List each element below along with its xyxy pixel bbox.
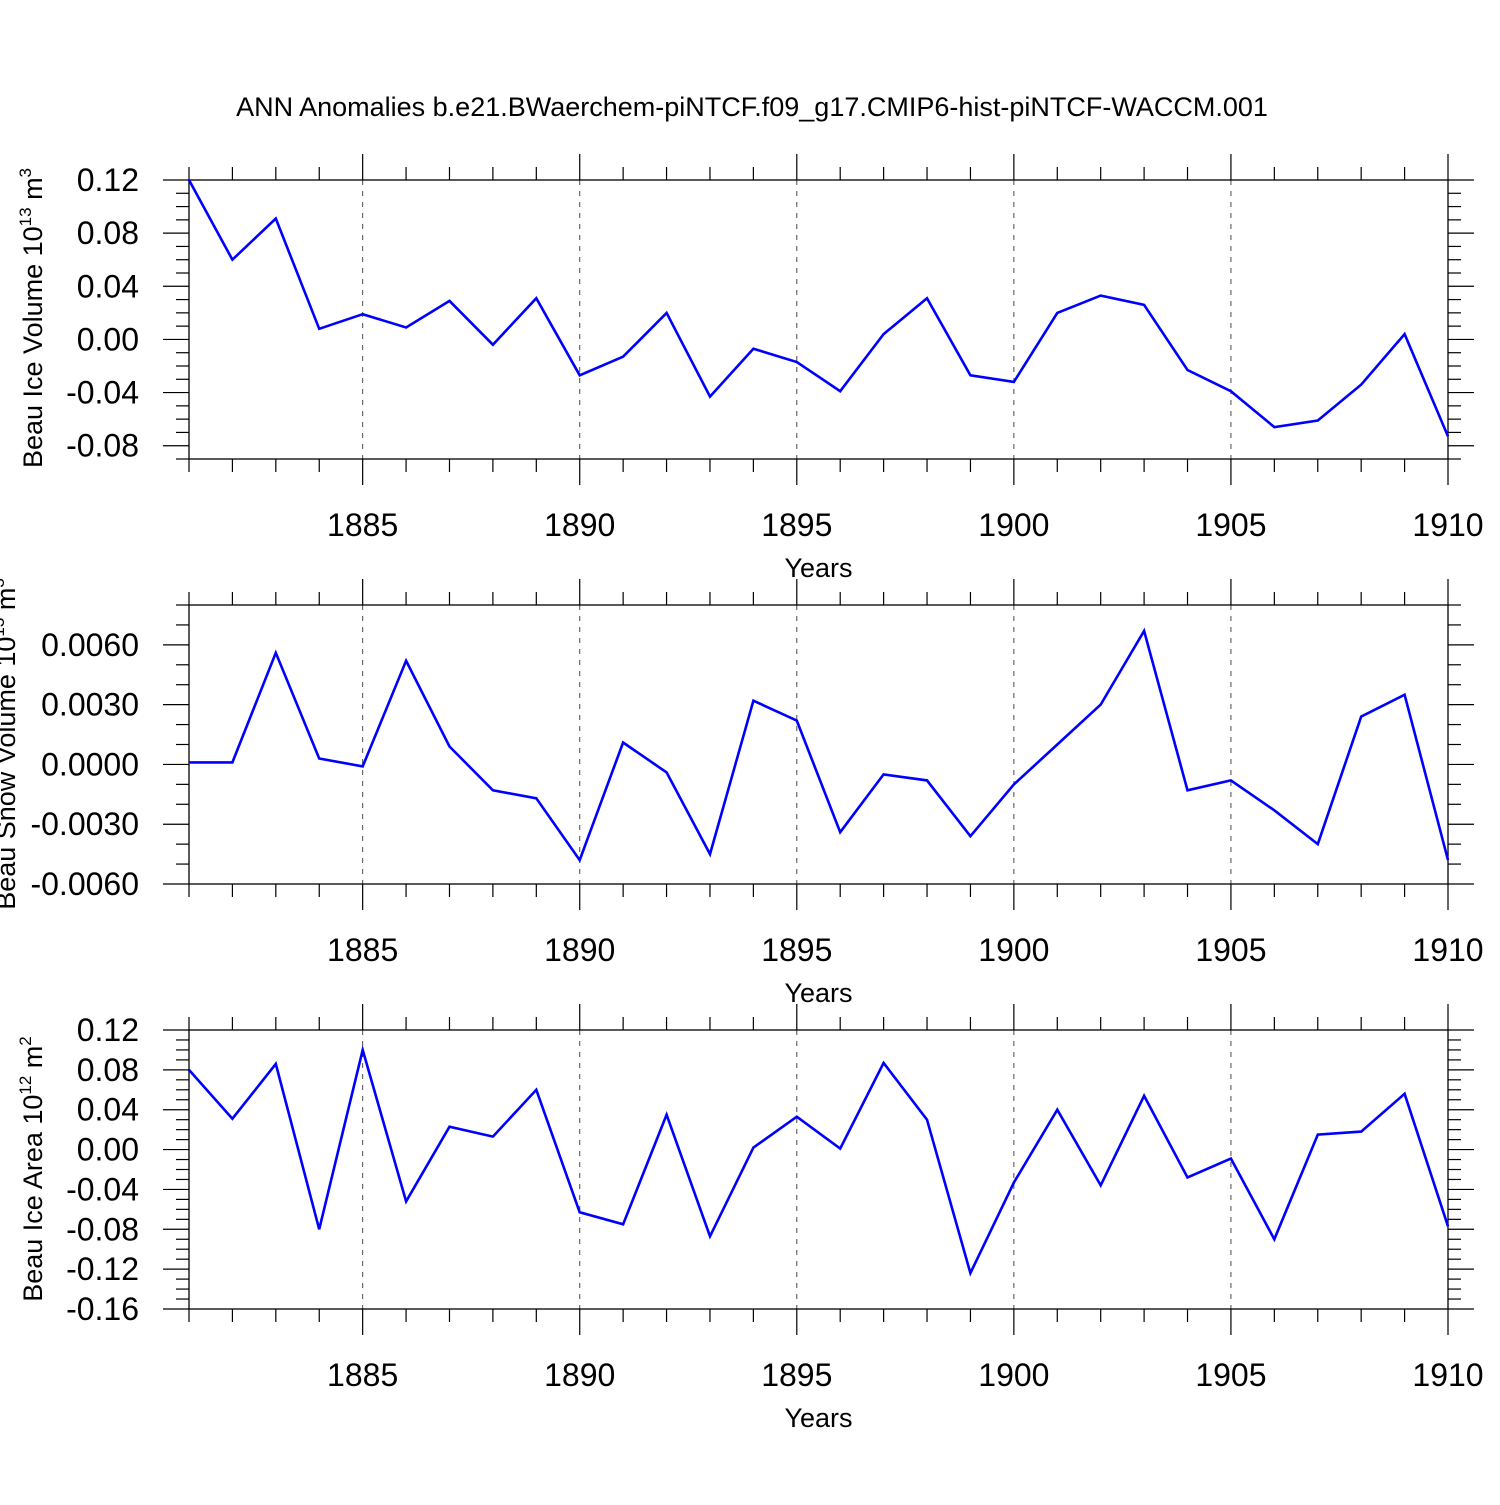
y-tick-label: 0.12 xyxy=(77,162,139,198)
plot-frame xyxy=(188,604,1449,885)
x-tick-label: 1900 xyxy=(978,932,1049,968)
y-tick-label: -0.04 xyxy=(66,1171,139,1207)
y-tick-label: -0.04 xyxy=(66,375,139,411)
x-tick-label: 1900 xyxy=(978,507,1049,543)
y-tick-label: 0.08 xyxy=(77,1052,139,1088)
x-tick-label: 1910 xyxy=(1412,932,1483,968)
y-tick-label: -0.16 xyxy=(66,1291,139,1327)
figure-title: ANN Anomalies b.e21.BWaerchem-piNTCF.f09… xyxy=(236,92,1268,122)
y-tick-label: 0.00 xyxy=(77,321,139,357)
x-tick-label: 1895 xyxy=(761,507,832,543)
plot-frame xyxy=(188,179,1449,460)
x-axis-title: Years xyxy=(784,978,852,1008)
y-axis-title: Beau Ice Area 1012 m2 xyxy=(16,1036,48,1302)
x-tick-label: 1910 xyxy=(1412,1357,1483,1393)
x-tick-label: 1900 xyxy=(978,1357,1049,1393)
y-tick-label: 0.0030 xyxy=(41,687,139,723)
x-tick-label: 1905 xyxy=(1195,507,1266,543)
x-tick-label: 1890 xyxy=(544,1357,615,1393)
x-tick-label: 1910 xyxy=(1412,507,1483,543)
series-line xyxy=(189,627,1450,863)
x-tick-label: 1885 xyxy=(327,932,398,968)
y-axis-title: Beau Snow Volume 1013 m3 xyxy=(0,578,21,910)
series-line xyxy=(187,179,1450,437)
x-tick-label: 1905 xyxy=(1195,932,1266,968)
y-tick-label: 0.04 xyxy=(77,268,139,304)
y-axis-title: Beau Ice Volume 1013 m3 xyxy=(16,168,48,468)
panel-2: -0.0060 -0.0030 0.0000 0.0030 0.0060 1885 1890… xyxy=(0,578,1484,1008)
x-tick-label: 1905 xyxy=(1195,1357,1266,1393)
panel-3: -0.16 -0.12 -0.08 -0.040.00 0.04 0.08 0.12 1885… xyxy=(16,1004,1484,1433)
y-tick-label: -0.12 xyxy=(66,1251,139,1287)
y-tick-label: -0.08 xyxy=(66,428,139,464)
x-tick-label: 1890 xyxy=(544,507,615,543)
y-tick-label: 0.04 xyxy=(77,1092,139,1128)
y-tick-label: -0.08 xyxy=(66,1211,139,1247)
panel-1: -0.08 -0.04 0.00 0.04 0.08 0.12 1885 1890 1895 19… xyxy=(16,154,1484,583)
x-tick-label: 1885 xyxy=(327,1357,398,1393)
y-tick-label: -0.0030 xyxy=(30,806,139,842)
y-tick-label: -0.0060 xyxy=(30,866,139,902)
plot-frame xyxy=(188,1029,1449,1310)
y-tick-label: 0.00 xyxy=(77,1132,139,1168)
y-tick-label: 0.08 xyxy=(77,215,139,251)
x-tick-label: 1890 xyxy=(544,932,615,968)
y-tick-label: 0.0000 xyxy=(41,746,139,782)
series-line xyxy=(188,1044,1450,1277)
x-axis-title: Years xyxy=(784,553,852,583)
y-tick-label: 0.12 xyxy=(77,1012,139,1048)
x-tick-label: 1885 xyxy=(327,507,398,543)
x-tick-label: 1895 xyxy=(761,932,832,968)
x-axis-title: Years xyxy=(784,1403,852,1433)
x-tick-label: 1895 xyxy=(761,1357,832,1393)
y-tick-label: 0.0060 xyxy=(41,627,139,663)
